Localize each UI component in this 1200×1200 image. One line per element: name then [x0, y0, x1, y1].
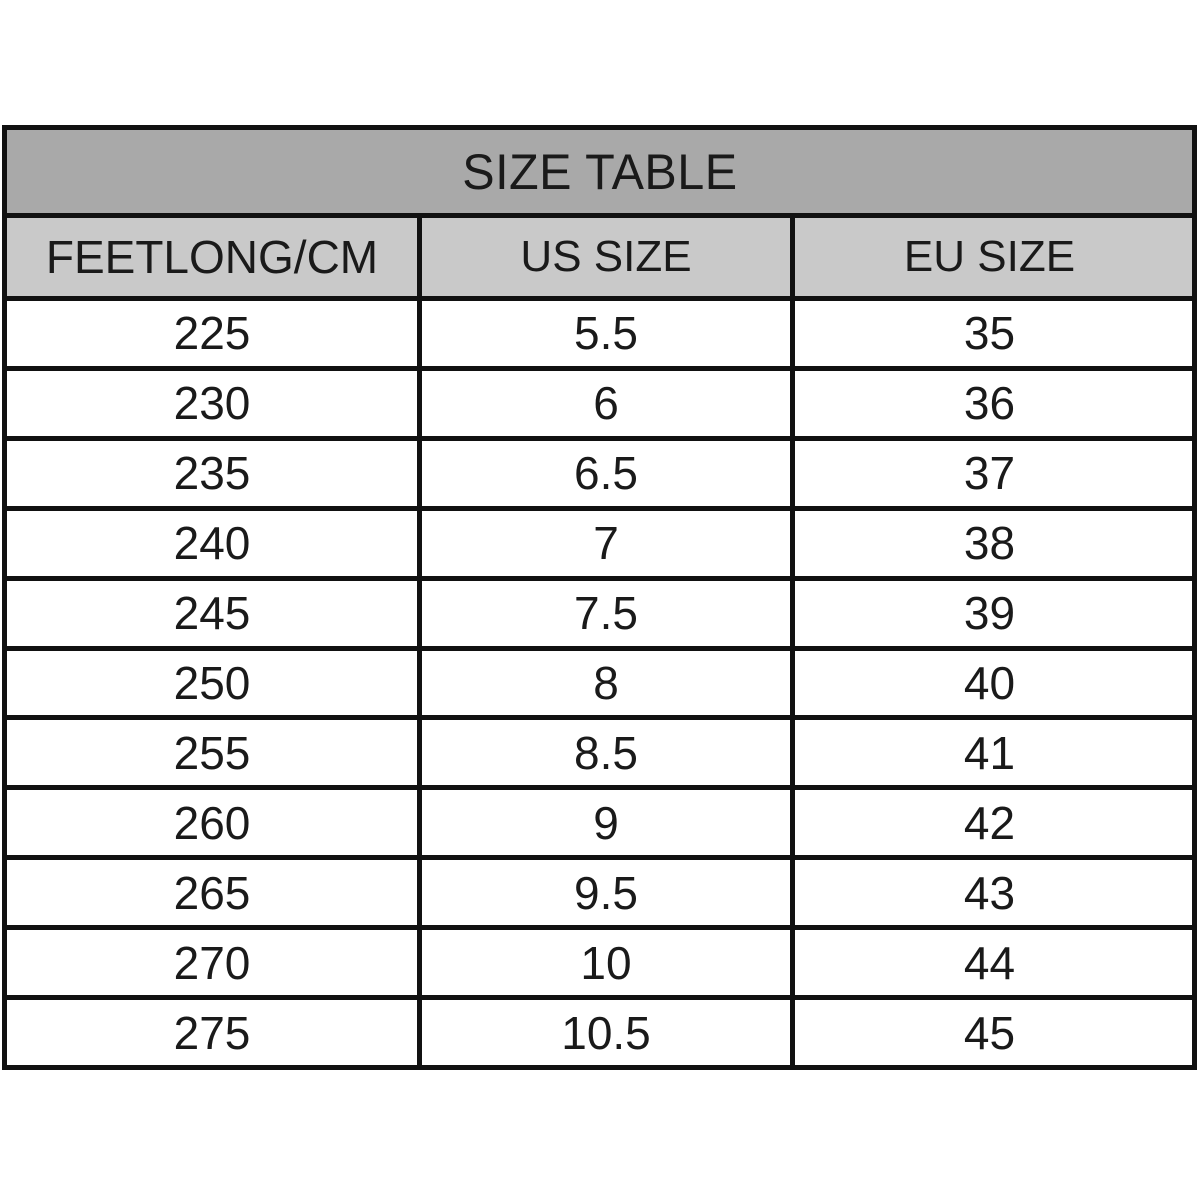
cell-feetlong-cm: 260 — [7, 790, 422, 856]
cell-eu-size: 45 — [963, 1006, 1016, 1059]
cell-eu-size: 42 — [963, 796, 1016, 849]
cell-feetlong-cm: 225 — [7, 301, 422, 366]
size-table: SIZE TABLE FEETLONG/CM US SIZE EU SIZE 2… — [2, 125, 1197, 1070]
cell-eu-size: 43 — [963, 866, 1016, 919]
column-header-eu-size: EU SIZE — [795, 218, 1192, 296]
table-row: 250 8 40 — [7, 650, 1192, 721]
cell-eu-size: 36 — [963, 377, 1016, 430]
table-row: 225 5.5 35 — [7, 301, 1192, 371]
cell-eu-size: 44 — [963, 936, 1016, 989]
table-row: 255 8.5 41 — [7, 720, 1192, 791]
cell-eu-size: 38 — [963, 517, 1016, 570]
table-row: 245 7.5 39 — [7, 580, 1192, 651]
cell-us-size: 6.5 — [422, 440, 795, 506]
cell-us-size: 5.5 — [422, 301, 795, 366]
cell-feetlong-cm: 240 — [7, 510, 422, 576]
table-row: 275 10.5 45 — [7, 1000, 1192, 1065]
cell-eu-size: 41 — [963, 726, 1016, 779]
cell-us-size: 10.5 — [422, 1000, 795, 1065]
cell-eu-size: 40 — [963, 656, 1016, 709]
cell-eu-size: 37 — [963, 447, 1016, 500]
size-table-body: 225 5.5 35 230 6 36 235 6.5 37 240 7 38 … — [7, 301, 1192, 1065]
cell-us-size: 7 — [422, 510, 795, 576]
cell-feetlong-cm: 265 — [7, 860, 422, 926]
cell-us-size: 7.5 — [422, 580, 795, 646]
cell-feetlong-cm: 250 — [7, 650, 422, 716]
cell-us-size: 9.5 — [422, 860, 795, 926]
cell-us-size: 8.5 — [422, 720, 795, 786]
size-table-header-row: FEETLONG/CM US SIZE EU SIZE — [7, 218, 1192, 301]
cell-feetlong-cm: 235 — [7, 440, 422, 506]
cell-feetlong-cm: 270 — [7, 930, 422, 996]
cell-eu-size: 35 — [963, 307, 1016, 360]
page-title: SIZE TABLE — [461, 143, 738, 200]
cell-feetlong-cm: 230 — [7, 370, 422, 436]
table-row: 265 9.5 43 — [7, 860, 1192, 931]
column-header-us-size-label: US SIZE — [520, 232, 692, 281]
cell-us-size: 9 — [422, 790, 795, 856]
column-header-eu-size-label: EU SIZE — [903, 232, 1076, 281]
table-row: 240 7 38 — [7, 510, 1192, 581]
cell-us-size: 8 — [422, 650, 795, 716]
table-row: 260 9 42 — [7, 790, 1192, 861]
column-header-feetlong-cm-label: FEETLONG/CM — [45, 231, 379, 283]
cell-us-size: 10 — [422, 930, 795, 996]
cell-eu-size: 39 — [963, 587, 1016, 640]
table-row: 235 6.5 37 — [7, 440, 1192, 511]
size-table-title-row: SIZE TABLE — [7, 130, 1192, 218]
table-row: 230 6 36 — [7, 370, 1192, 441]
cell-feetlong-cm: 255 — [7, 720, 422, 786]
column-header-feetlong-cm: FEETLONG/CM — [7, 218, 422, 296]
cell-feetlong-cm: 245 — [7, 580, 422, 646]
cell-us-size: 6 — [422, 370, 795, 436]
table-row: 270 10 44 — [7, 930, 1192, 1001]
cell-feetlong-cm: 275 — [7, 1000, 422, 1065]
column-header-us-size: US SIZE — [422, 218, 795, 296]
